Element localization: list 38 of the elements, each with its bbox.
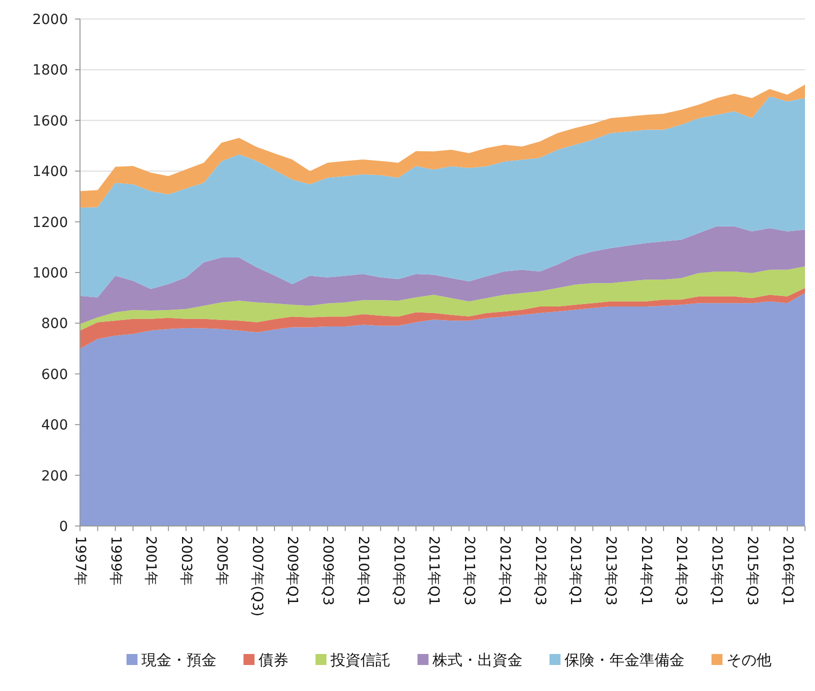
y-tick-label: 1200: [32, 214, 68, 231]
y-tick-label: 1600: [32, 113, 68, 130]
x-tick-label: 2009年Q1: [284, 536, 300, 606]
x-tick-label: 2015年Q1: [708, 536, 725, 606]
legend-label: 株式・出資金: [432, 651, 522, 669]
x-tick-label: 2009年Q3: [320, 536, 336, 606]
legend-label: その他: [726, 651, 772, 669]
x-tick-label: 2001年: [142, 536, 159, 586]
y-tick-label: 2000: [32, 12, 68, 28]
x-tick-label: 2013年Q1: [567, 536, 584, 606]
y-tick-label: 600: [41, 366, 68, 383]
legend-label: 投資信託: [330, 651, 390, 669]
x-tick-label: 2011年Q1: [426, 536, 442, 606]
x-tick-label: 2007年(Q3): [248, 536, 265, 616]
x-tick-label: 2012年Q1: [496, 536, 512, 606]
x-tick-label: 2010年Q3: [390, 536, 406, 606]
legend-label: 現金・預金: [142, 651, 216, 669]
x-tick-label: 2010年Q1: [354, 536, 371, 606]
y-tick-label: 800: [41, 316, 68, 332]
x-tick-label: 2012年Q3: [532, 536, 548, 606]
x-tick-label: 2015年Q3: [744, 536, 760, 606]
y-tick-label: 400: [41, 418, 68, 434]
x-tick-label: 1997年: [72, 536, 88, 586]
y-tick-label: 0: [59, 519, 68, 535]
x-tick-label: 2014年Q3: [673, 536, 690, 606]
legend-label: 保険・年金準備金: [564, 651, 684, 669]
legend-label: 債券: [258, 651, 288, 669]
y-tick-label: 200: [41, 468, 68, 484]
x-tick-label: 2016年Q1: [779, 536, 796, 606]
x-tick-label: 1999年: [107, 536, 124, 586]
y-tick-label: 1000: [32, 266, 68, 282]
x-tick-label: 2003年: [178, 536, 194, 586]
x-tick-label: 2011年Q3: [461, 536, 478, 606]
y-tick-label: 1400: [32, 164, 68, 180]
x-tick-label: 2013年Q3: [602, 536, 618, 606]
y-tick-label: 1800: [32, 62, 68, 79]
x-tick-label: 2014年Q1: [638, 536, 654, 606]
x-tick-label: 2005年: [213, 536, 230, 586]
